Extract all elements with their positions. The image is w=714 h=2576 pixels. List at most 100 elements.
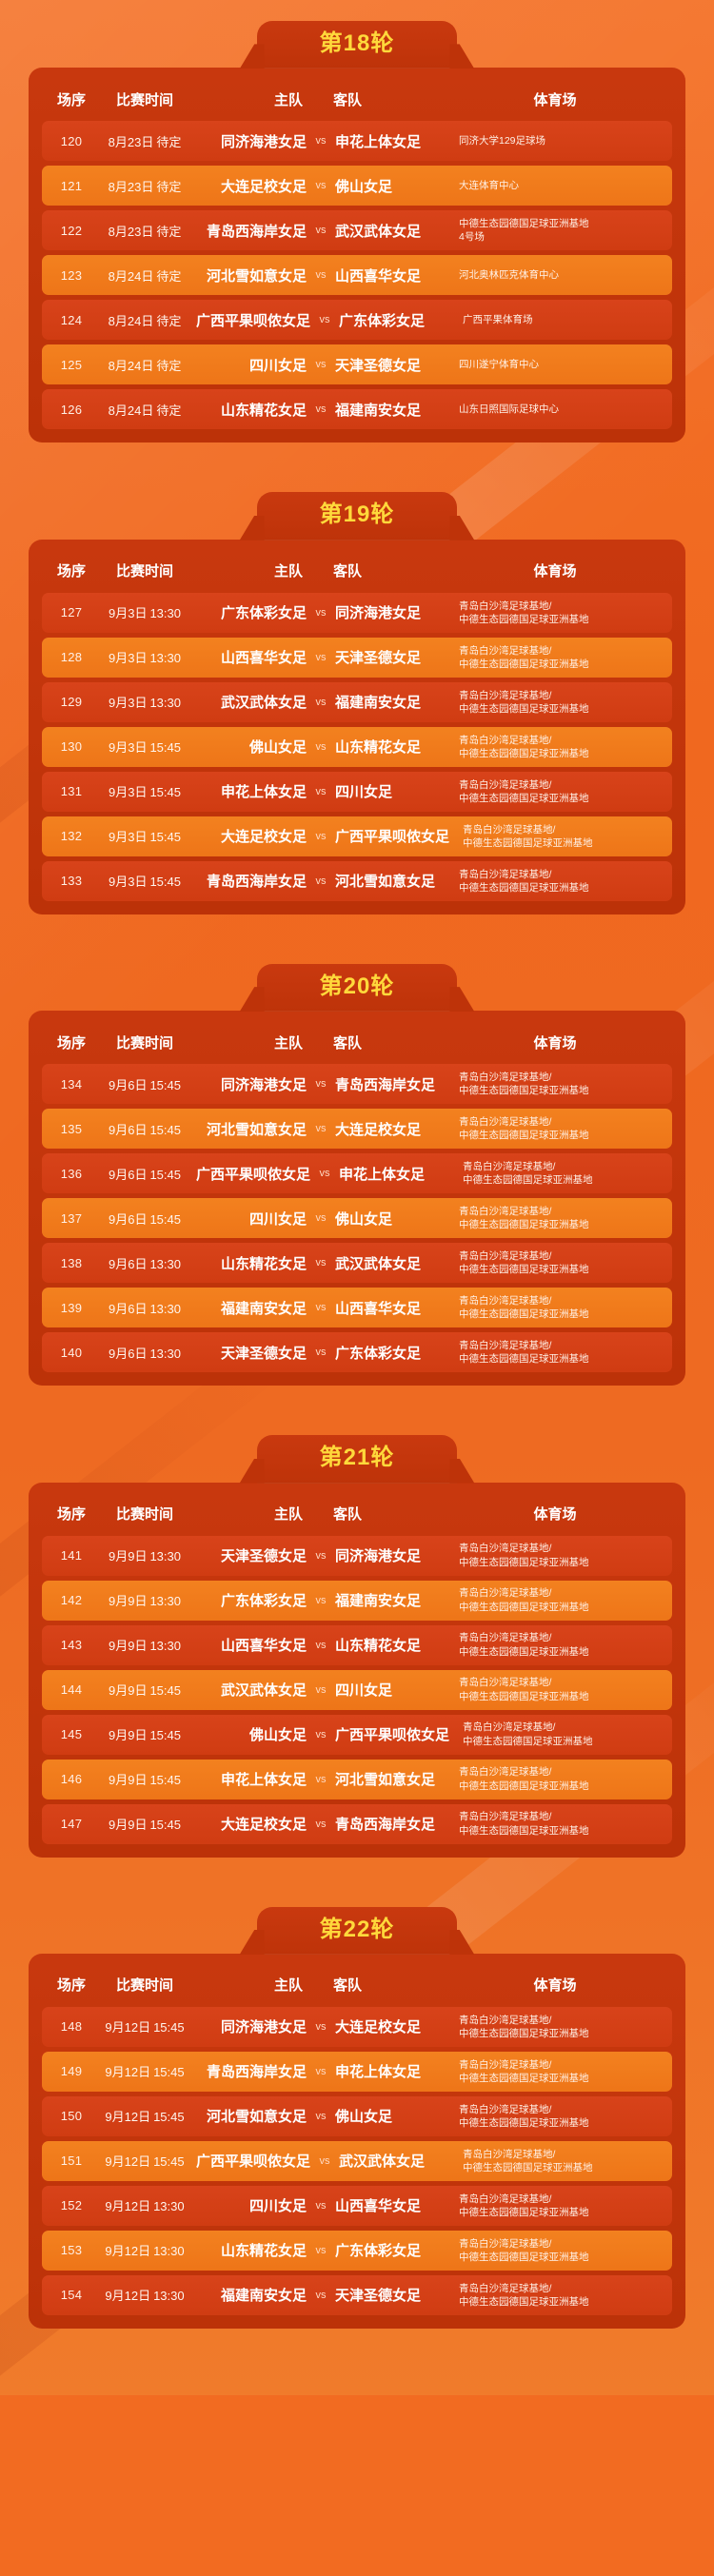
table-row[interactable]: 122 8月23日 待定 青岛西海岸女足 vs 武汉武体女足 中德生态园德国足球亚洲基地 4号… [42,210,672,251]
match-sequence: 139 [60,1300,83,1315]
versus-label: vs [315,2020,327,2033]
table-row[interactable]: 128 9月3日 13:30 山西喜华女足 vs 天津圣德女足 青岛白沙湾足球基地/中德生态… [42,637,672,678]
match-sequence: 150 [60,2109,83,2124]
venue-line: 中德生态园德国足球亚洲基地 [459,2116,589,2129]
away-team: 山西喜华女足 [335,1300,422,1317]
round-title: 第18轮 [256,21,458,69]
venue-line: 青岛白沙湾足球基地/ [459,1116,552,1128]
column-header-seq: 场序 [56,1977,86,1995]
away-team: 佛山女足 [335,2109,393,2126]
column-header-away: 客队 [333,563,363,580]
table-row[interactable]: 132 9月3日 15:45 大连足校女足 vs 广西平果呗侬女足 青岛白沙湾足球基地/中德… [42,816,672,856]
table-row[interactable]: 142 9月9日 13:30 广东体彩女足 vs 福建南安女足 青岛白沙湾足球基地/中德生态… [42,1580,672,1621]
table-row[interactable]: 152 9月12日 13:30 四川女足 vs 山西喜华女足 青岛白沙湾足球基地/中德生态园… [42,2185,672,2226]
table-row[interactable]: 133 9月3日 15:45 青岛西海岸女足 vs 河北雪如意女足 青岛白沙湾足球基地/中德… [42,860,672,901]
table-row[interactable]: 137 9月6日 15:45 四川女足 vs 佛山女足 青岛白沙湾足球基地/中德生态园德国足… [42,1198,672,1239]
table-row[interactable]: 127 9月3日 13:30 广东体彩女足 vs 同济海港女足 青岛白沙湾足球基地/中德生态… [42,592,672,633]
table-row[interactable]: 130 9月3日 15:45 佛山女足 vs 山东精花女足 青岛白沙湾足球基地/中德生态园德… [42,726,672,767]
column-header-away: 客队 [333,1034,363,1052]
venue-line: 青岛白沙湾足球基地/ [459,2237,552,2250]
match-date: 8月24日 [108,268,154,284]
match-sequence: 131 [60,784,83,799]
table-row[interactable]: 124 8月24日 待定 广西平果呗侬女足 vs 广东体彩女足 广西平果体育场 [42,300,672,341]
versus-label: vs [315,1212,327,1225]
table-row[interactable]: 138 9月6日 13:30 山东精花女足 vs 武汉武体女足 青岛白沙湾足球基地/中德生态… [42,1243,672,1284]
table-row[interactable]: 135 9月6日 15:45 河北雪如意女足 vs 大连足校女足 青岛白沙湾足球基地/中德生… [42,1109,672,1150]
table-row[interactable]: 123 8月24日 待定 河北雪如意女足 vs 山西喜华女足 河北奥林匹克体育中心 [42,255,672,296]
home-team: 青岛西海岸女足 [206,223,307,240]
table-row[interactable]: 143 9月9日 13:30 山西喜华女足 vs 山东精花女足 青岛白沙湾足球基地/中德生态… [42,1624,672,1665]
table-row[interactable]: 148 9月12日 15:45 同济海港女足 vs 大连足校女足 青岛白沙湾足球基地/中德生… [42,2006,672,2047]
match-kickoff-time: 13:30 [149,1346,181,1361]
match-date: 9月12日 [105,2289,151,2304]
table-row[interactable]: 146 9月9日 15:45 申花上体女足 vs 河北雪如意女足 青岛白沙湾足球基地/中德生… [42,1759,672,1799]
table-row[interactable]: 126 8月24日 待定 山东精花女足 vs 福建南安女足 山东日照国际足球中心 [42,389,672,430]
home-team: 四川女足 [248,1210,307,1228]
table-row[interactable]: 151 9月12日 15:45 广西平果呗侬女足 vs 武汉武体女足 青岛白沙湾足球基地/中… [42,2140,672,2181]
match-sequence: 133 [60,874,83,889]
venue-line: 中德生态园德国足球亚洲基地 [459,2206,589,2218]
table-row[interactable]: 144 9月9日 15:45 武汉武体女足 vs 四川女足 青岛白沙湾足球基地/中德生态园德… [42,1669,672,1710]
match-date: 9月12日 [105,2244,151,2259]
column-header-away: 客队 [333,1977,363,1995]
match-date: 9月9日 [108,1773,148,1788]
venue-line: 青岛白沙湾足球基地/ [459,1206,552,1217]
table-row[interactable]: 129 9月3日 13:30 武汉武体女足 vs 福建南安女足 青岛白沙湾足球基地/中德生态… [42,681,672,722]
away-team: 广东体彩女足 [335,1345,422,1362]
table-row[interactable]: 147 9月9日 15:45 大连足校女足 vs 青岛西海岸女足 青岛白沙湾足球基地/中德生… [42,1803,672,1844]
match-kickoff-time: 13:30 [149,1256,181,1271]
match-sequence: 124 [60,312,83,327]
match-kickoff-time: 15:45 [149,785,181,800]
venue-line: 中德生态园德国足球亚洲基地 [459,2251,589,2263]
table-row[interactable]: 131 9月3日 15:45 申花上体女足 vs 四川女足 青岛白沙湾足球基地/中德生态园德… [42,771,672,812]
match-datetime: 8月24日 待定 [93,311,196,329]
versus-label: vs [315,740,327,753]
away-team: 广西平果呗侬女足 [335,1727,450,1744]
away-team: 大连足校女足 [335,2019,422,2036]
venue-line: 中德生态园德国足球亚洲基地 [459,2295,589,2308]
table-row[interactable]: 134 9月6日 15:45 同济海港女足 vs 青岛西海岸女足 青岛白沙湾足球基地/中德生… [42,1064,672,1105]
match-sequence: 123 [60,267,83,283]
home-team: 河北雪如意女足 [206,1121,307,1138]
table-row[interactable]: 125 8月24日 待定 四川女足 vs 天津圣德女足 四川遂宁体育中心 [42,344,672,385]
home-team: 山西喜华女足 [220,1638,307,1655]
table-row[interactable]: 141 9月9日 13:30 天津圣德女足 vs 同济海港女足 青岛白沙湾足球基地/中德生态… [42,1535,672,1576]
venue-line: 青岛白沙湾足球基地/ [463,823,556,836]
table-row[interactable]: 150 9月12日 15:45 河北雪如意女足 vs 佛山女足 青岛白沙湾足球基地/中德生态… [42,2095,672,2136]
venue-line: 中德生态园德国足球亚洲基地 [459,1130,589,1142]
match-datetime: 9月12日 13:30 [93,2196,196,2214]
versus-label: vs [315,135,327,147]
versus-label: vs [315,2244,327,2256]
match-datetime: 9月6日 15:45 [93,1120,196,1138]
versus-label: vs [315,2110,327,2122]
away-team: 武汉武体女足 [339,2153,426,2171]
table-row[interactable]: 139 9月6日 13:30 福建南安女足 vs 山西喜华女足 青岛白沙湾足球基地/中德生态… [42,1288,672,1328]
round-spacer [0,1386,714,1414]
table-row[interactable]: 149 9月12日 15:45 青岛西海岸女足 vs 申花上体女足 青岛白沙湾足球基地/中德… [42,2051,672,2092]
match-venue: 广西平果体育场 [449,313,664,326]
match-venue: 青岛白沙湾足球基地/中德生态园德国足球亚洲基地 [446,689,664,716]
match-kickoff-time: 15:45 [149,1683,181,1699]
column-header-time: 比赛时间 [115,91,173,108]
table-row[interactable]: 154 9月12日 13:30 福建南安女足 vs 天津圣德女足 青岛白沙湾足球基地/中德生… [42,2274,672,2315]
table-row[interactable]: 153 9月12日 13:30 山东精花女足 vs 广东体彩女足 青岛白沙湾足球基地/中德生… [42,2230,672,2271]
schedule-page: 第18轮 场序 比赛时间 主队 客队 体育场 120 8月23日 待定 同济海港女足 vs 申花上体女… [0,0,714,2395]
versus-label: vs [315,1257,327,1269]
round-block: 第21轮 场序 比赛时间 主队 客队 体育场 141 9月9日 13:30 天津圣德女足 vs 同济海… [0,1414,714,1858]
round-card: 场序 比赛时间 主队 客队 体育场 148 9月12日 15:45 同济海港女足 vs 大连足校女足… [29,1953,685,2329]
table-row[interactable]: 120 8月23日 待定 同济海港女足 vs 申花上体女足 同济大学129足球场 [42,121,672,162]
match-venue: 青岛白沙湾足球基地/中德生态园德国足球亚洲基地 [446,1542,664,1568]
versus-label: vs [315,1594,327,1606]
table-row[interactable]: 145 9月9日 15:45 佛山女足 vs 广西平果呗侬女足 青岛白沙湾足球基地/中德生态… [42,1714,672,1755]
match-date: 9月3日 [108,830,148,845]
venue-line: 河北奥林匹克体育中心 [459,269,559,282]
venue-line: 青岛白沙湾足球基地/ [463,1721,556,1734]
table-row[interactable]: 140 9月6日 13:30 天津圣德女足 vs 广东体彩女足 青岛白沙湾足球基地/中德生态… [42,1332,672,1373]
match-sequence: 138 [60,1255,83,1270]
match-venue: 青岛白沙湾足球基地/中德生态园德国足球亚洲基地 [446,2237,664,2264]
table-row[interactable]: 136 9月6日 15:45 广西平果呗侬女足 vs 申花上体女足 青岛白沙湾足球基地/中德… [42,1153,672,1194]
match-kickoff-time: 13:30 [149,1301,181,1316]
table-row[interactable]: 121 8月23日 待定 大连足校女足 vs 佛山女足 大连体育中心 [42,166,672,206]
match-datetime: 9月3日 15:45 [93,737,196,756]
column-header-seq: 场序 [56,91,86,108]
